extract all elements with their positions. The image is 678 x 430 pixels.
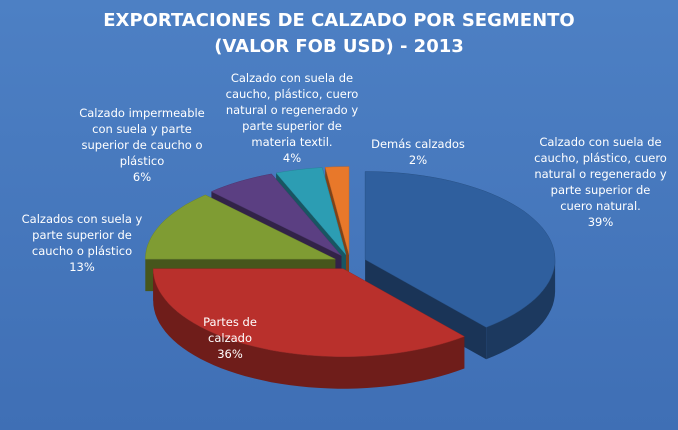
data-label: Partes de calzado 36% bbox=[180, 314, 280, 362]
chart-title: EXPORTACIONES DE CALZADO POR SEGMENTO bbox=[103, 10, 575, 31]
label-name: Demás calzados bbox=[371, 137, 465, 151]
slice bbox=[152, 268, 465, 357]
slice bbox=[324, 166, 350, 255]
chart-subtitle: (VALOR FOB USD) - 2013 bbox=[214, 36, 464, 57]
label-value: 4% bbox=[282, 151, 302, 165]
label-name: Calzado con suela de caucho, plástico, c… bbox=[534, 135, 667, 213]
slice bbox=[210, 173, 342, 256]
slice bbox=[145, 194, 336, 260]
slice-wall bbox=[153, 268, 465, 389]
data-label: Calzado impermeable con suela y parte su… bbox=[78, 105, 206, 185]
slice bbox=[364, 171, 556, 328]
label-name: Calzado con suela de caucho, plástico, c… bbox=[225, 71, 359, 149]
label-name: Partes de calzado bbox=[203, 315, 257, 345]
label-value: 13% bbox=[69, 260, 95, 274]
slice bbox=[275, 167, 347, 255]
data-label: Calzado con suela de caucho, plástico, c… bbox=[533, 134, 668, 230]
data-label: Calzado con suela de caucho, plástico, c… bbox=[222, 70, 362, 166]
label-value: 36% bbox=[217, 347, 243, 361]
label-name: Calzado impermeable con suela y parte su… bbox=[79, 106, 205, 168]
label-value: 6% bbox=[132, 170, 152, 184]
slice-wall bbox=[486, 259, 556, 360]
label-name: Calzados con suela y parte superior de c… bbox=[21, 212, 143, 258]
data-label: Calzados con suela y parte superior de c… bbox=[18, 211, 146, 275]
data-label: Demás calzados 2% bbox=[370, 136, 466, 168]
label-value: 2% bbox=[408, 153, 428, 167]
label-value: 39% bbox=[587, 215, 614, 229]
